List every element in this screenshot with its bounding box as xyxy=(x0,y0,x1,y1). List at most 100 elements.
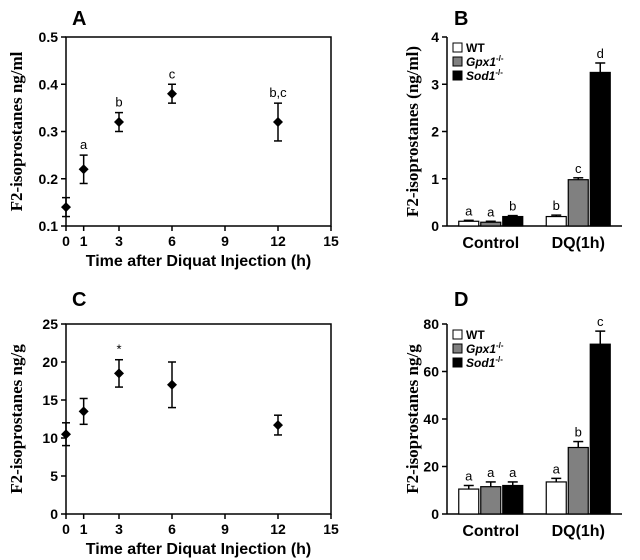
significance-label-a: c xyxy=(169,66,176,81)
y-tick-label-a: 0.4 xyxy=(39,76,59,92)
x-axis-title-c: Time after Diquat Injection (h) xyxy=(86,541,312,558)
legend-label-d: Gpx1-/- xyxy=(466,341,504,356)
bar-b xyxy=(458,220,480,227)
significance-label-d: a xyxy=(487,465,495,480)
legend-swatch-b xyxy=(452,56,463,67)
significance-label-b: d xyxy=(597,46,604,61)
legend-swatch-b xyxy=(452,70,463,81)
y-tick-label-c: 15 xyxy=(42,392,58,408)
legend-name: Sod1 xyxy=(466,356,496,370)
data-point-c xyxy=(273,420,283,431)
significance-label-b: b xyxy=(553,198,560,213)
y-axis-title-c: F2-isoprostanes ng/g xyxy=(7,344,26,494)
data-point-a xyxy=(114,117,124,128)
data-point-c xyxy=(61,429,71,440)
legend-label-d: WT xyxy=(466,328,485,342)
panel-label-b: B xyxy=(454,8,468,30)
y-tick-label-c: 5 xyxy=(50,468,58,484)
significance-label-d: a xyxy=(465,469,473,484)
x-tick-label-c: 15 xyxy=(323,521,339,537)
category-label-b: DQ(1h) xyxy=(552,235,605,252)
significance-label-c: * xyxy=(116,342,121,357)
panel-label-d: D xyxy=(454,289,468,311)
x-tick-label-a: 0 xyxy=(62,233,70,249)
bar-d xyxy=(458,488,480,515)
panel-label-c: C xyxy=(72,289,86,311)
y-tick-label-c: 10 xyxy=(42,430,58,446)
legend-swatch-d xyxy=(452,329,463,340)
category-label-d: DQ(1h) xyxy=(552,523,605,540)
data-point-c xyxy=(167,379,177,390)
significance-label-a: a xyxy=(80,137,88,152)
legend-swatch-d xyxy=(452,357,463,368)
x-tick-label-c: 12 xyxy=(270,521,286,537)
y-tick-label-a: 0.2 xyxy=(39,171,59,187)
x-tick-label-c: 0 xyxy=(62,521,70,537)
data-point-a xyxy=(273,117,283,128)
panel-label-a: A xyxy=(72,8,86,30)
y-tick-label-d: 0 xyxy=(431,506,439,522)
category-label-b: Control xyxy=(462,235,519,252)
y-tick-label-d: 80 xyxy=(423,316,439,332)
bar-d xyxy=(545,481,567,515)
legend-name: Gpx1 xyxy=(466,342,496,356)
panel-a: A F2-isoprostanes ng/ml 0.1 0.2 0.3 0.4 0.5 0 1 3… xyxy=(7,8,339,270)
x-tick-label-c: 9 xyxy=(221,521,229,537)
data-point-a xyxy=(78,164,89,175)
y-axis-title-d: F2-isoprostanes ng/g xyxy=(403,344,422,494)
legend-name: WT xyxy=(466,41,485,55)
y-tick-label-c: 0 xyxy=(50,506,58,522)
x-tick-label-a: 1 xyxy=(80,233,88,249)
legend-superscript: -/- xyxy=(495,355,503,364)
legend-swatch-b xyxy=(452,42,463,53)
x-axis-title-a: Time after Diquat Injection (h) xyxy=(86,253,312,270)
legend-name: Sod1 xyxy=(466,69,496,83)
bar-d xyxy=(589,343,611,515)
bar-b xyxy=(545,215,567,227)
y-tick-label-a: 0.5 xyxy=(39,29,59,45)
x-tick-label-c: 1 xyxy=(80,521,88,537)
significance-label-a: b,c xyxy=(269,85,287,100)
legend-label-d: Sod1-/- xyxy=(466,355,503,370)
plot-frame-c xyxy=(65,323,332,515)
bar-d xyxy=(567,446,589,515)
x-tick-label-a: 9 xyxy=(221,233,229,249)
bar-b xyxy=(567,179,589,227)
y-tick-label-c: 25 xyxy=(42,316,58,332)
x-tick-label-a: 3 xyxy=(115,233,123,249)
significance-label-b: c xyxy=(575,161,582,176)
x-tick-label-c: 3 xyxy=(115,521,123,537)
y-tick-label-b: 4 xyxy=(431,29,439,45)
legend-label-b: WT xyxy=(466,41,485,55)
y-tick-label-d: 20 xyxy=(423,459,439,475)
y-tick-label-b: 1 xyxy=(431,171,439,187)
data-point-c xyxy=(78,406,89,417)
y-tick-label-c: 20 xyxy=(42,354,58,370)
x-tick-label-a: 6 xyxy=(168,233,176,249)
y-tick-label-b: 2 xyxy=(431,124,439,140)
bar-b xyxy=(589,71,611,227)
plot-frame-a xyxy=(65,36,332,227)
y-tick-label-a: 0.3 xyxy=(39,124,59,140)
significance-label-b: b xyxy=(509,199,516,214)
x-tick-label-a: 15 xyxy=(323,233,339,249)
y-tick-label-b: 3 xyxy=(431,76,439,92)
bar-d xyxy=(480,486,502,515)
legend-label-b: Gpx1-/- xyxy=(466,54,504,69)
legend-name: WT xyxy=(466,328,485,342)
y-tick-label-d: 40 xyxy=(423,411,439,427)
significance-label-b: a xyxy=(487,204,495,219)
data-point-c xyxy=(114,368,124,379)
category-label-d: Control xyxy=(462,523,519,540)
legend-superscript: -/- xyxy=(496,341,504,350)
y-tick-label-d: 60 xyxy=(423,364,439,380)
legend-superscript: -/- xyxy=(495,68,503,77)
bar-b xyxy=(502,215,524,227)
y-axis-title-a: F2-isoprostanes ng/ml xyxy=(7,51,26,211)
data-point-a xyxy=(167,88,177,99)
x-tick-label-a: 12 xyxy=(270,233,286,249)
